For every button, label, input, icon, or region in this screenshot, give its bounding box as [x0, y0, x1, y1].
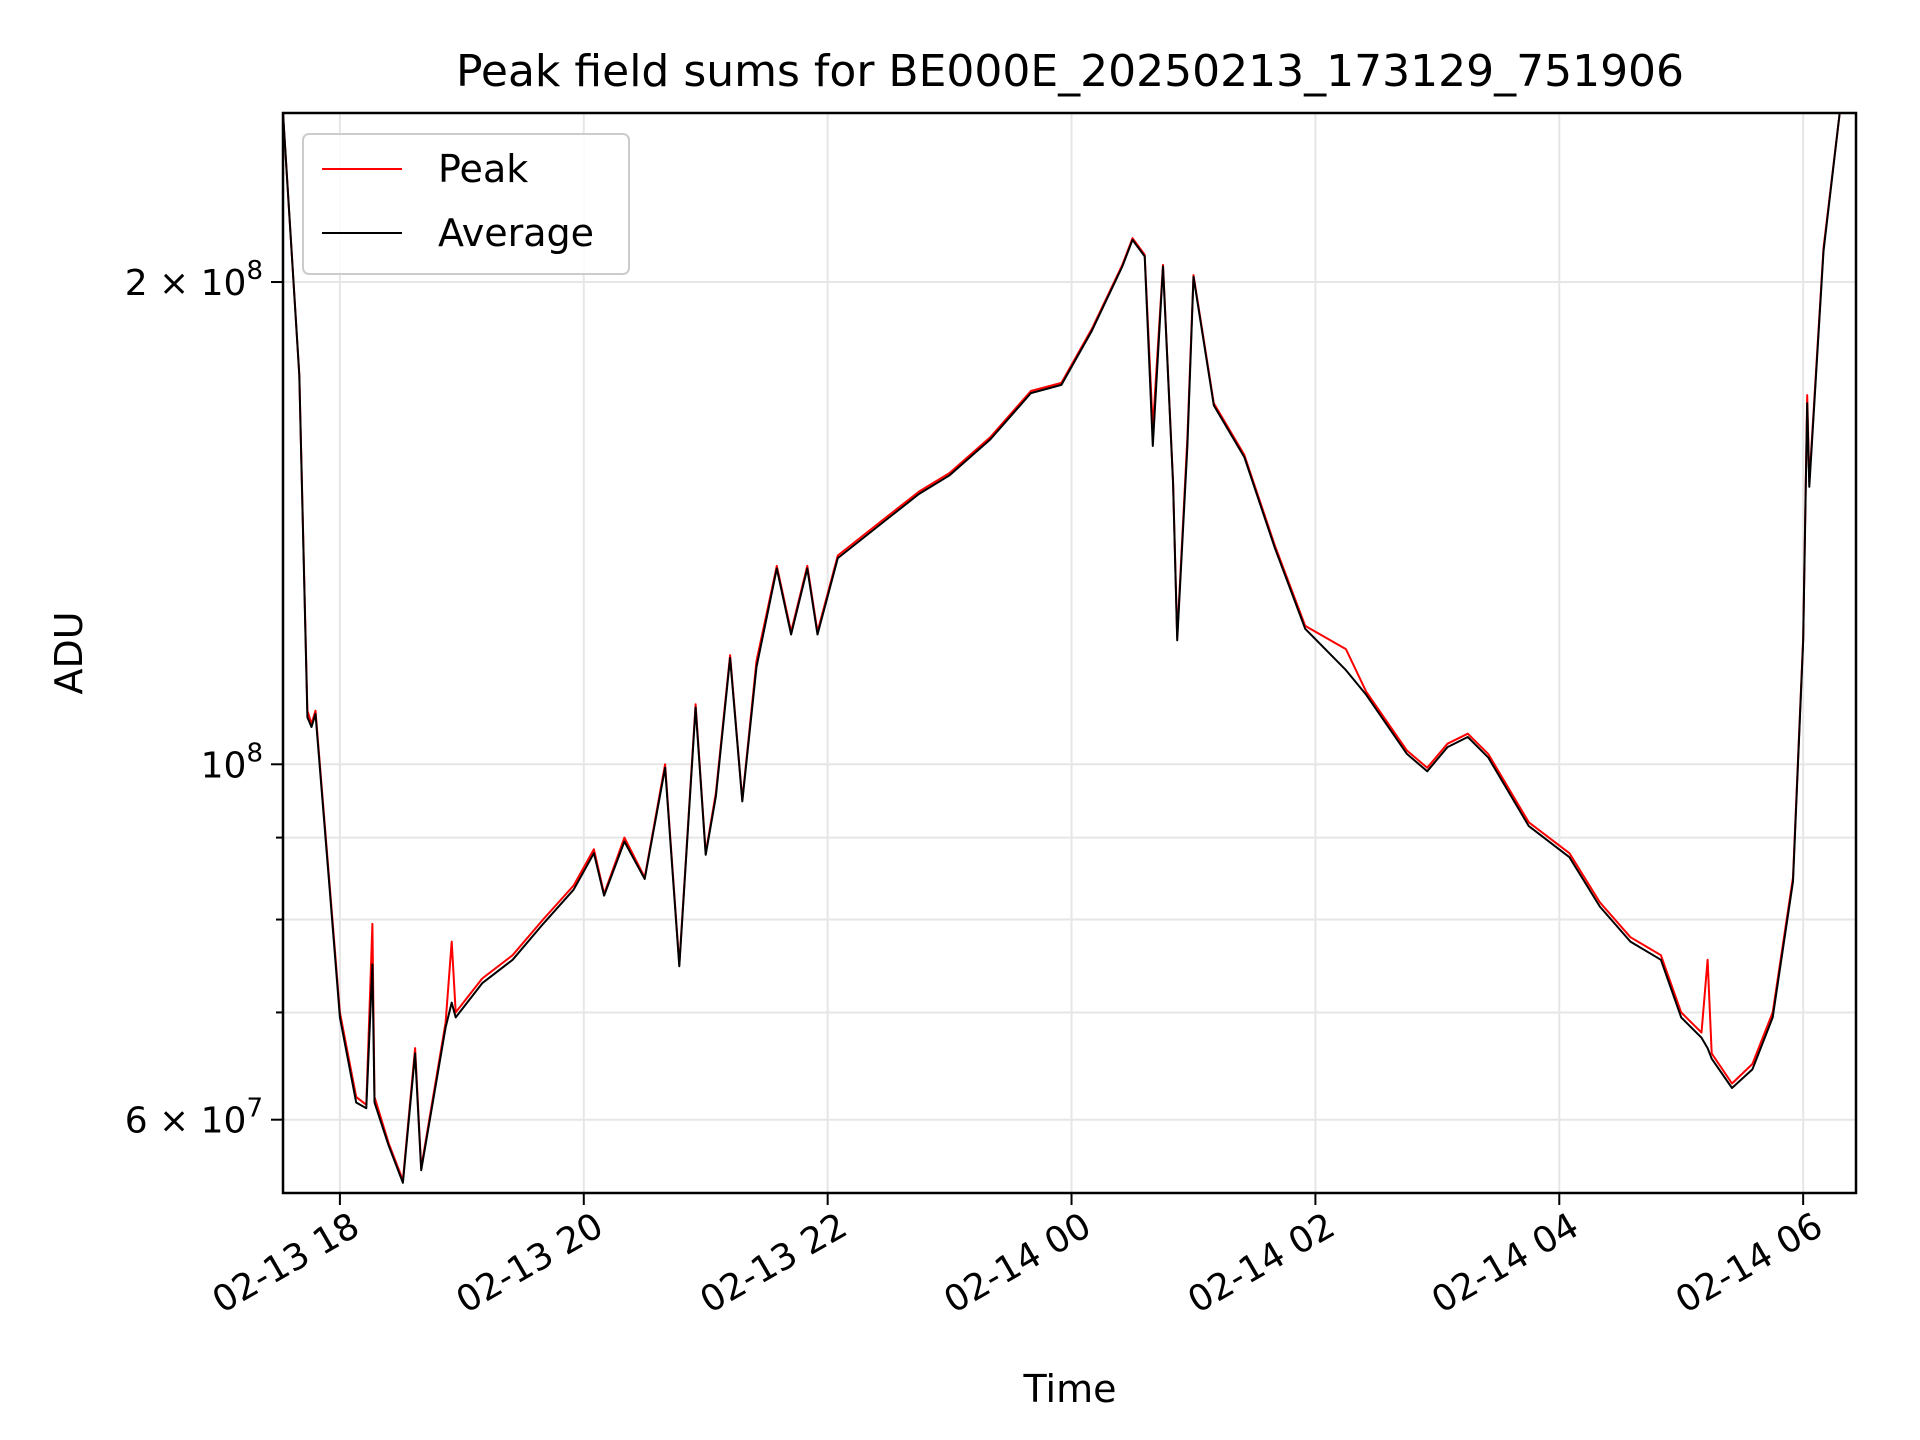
y-tick-label: 6 × 107 — [125, 1094, 263, 1142]
y-tick-label: 108 — [201, 738, 263, 786]
series-line-average — [283, 113, 1841, 1184]
chart-title: Peak field sums for BE000E_20250213_1731… — [456, 46, 1684, 97]
x-axis-label: Time — [1023, 1367, 1117, 1411]
legend: Peak Average — [302, 133, 630, 275]
y-tick-label: 2 × 108 — [125, 256, 263, 304]
plot-frame — [281, 111, 1858, 1195]
grid — [283, 113, 1856, 1193]
legend-label-average: Average — [438, 211, 594, 255]
y-axis-label: ADU — [47, 611, 91, 694]
legend-label-peak: Peak — [438, 147, 528, 191]
series-layer — [283, 113, 1841, 1184]
